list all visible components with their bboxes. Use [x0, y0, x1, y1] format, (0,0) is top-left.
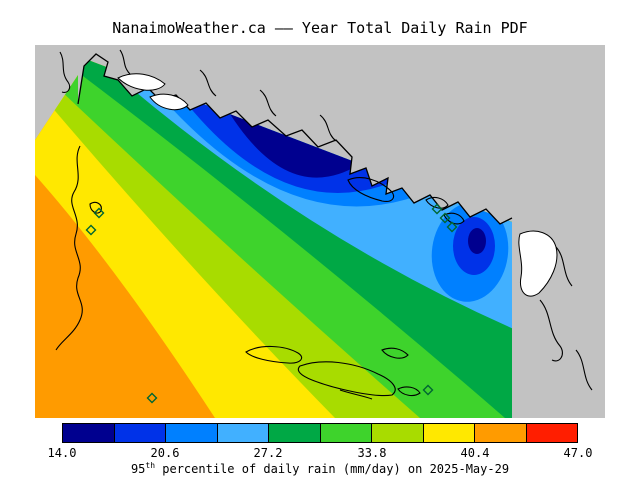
- inlet-line: [555, 246, 573, 287]
- inlet-line: [319, 114, 337, 142]
- colorbar-cell: [320, 424, 372, 442]
- island-outline: [297, 361, 396, 397]
- island-coastline: [55, 145, 83, 351]
- colorbar-cell: [269, 424, 321, 442]
- colorbar-tick-label: 14.0: [47, 446, 77, 460]
- caption-number: 95: [130, 462, 146, 476]
- station-markers: [85, 203, 458, 404]
- caption-superscript: th: [145, 461, 156, 470]
- lake-shape: [149, 93, 189, 111]
- colorbar: [62, 423, 578, 443]
- inlet-line: [259, 89, 277, 117]
- station-diamond-icon: [422, 384, 434, 396]
- island-outline: [443, 212, 465, 225]
- inlet-line: [199, 69, 217, 97]
- lake-shape: [117, 73, 166, 91]
- colorbar-tick-label: 40.4: [460, 446, 490, 460]
- island-outline: [381, 347, 409, 359]
- colorbar-cell: [217, 424, 269, 442]
- station-diamond-icon: [93, 207, 105, 219]
- station-diamond-icon: [146, 392, 158, 404]
- mainland-coastline: [77, 53, 513, 225]
- caption: 95th percentile of daily rain (mm/day) o…: [0, 461, 640, 476]
- land-shapes: [117, 73, 558, 297]
- island-outline: [339, 389, 373, 400]
- station-diamond-icon: [431, 203, 443, 215]
- island-outline: [347, 177, 395, 202]
- colorbar-tick-label: 47.0: [563, 446, 593, 460]
- inlet-line: [575, 349, 593, 391]
- inlet-line: [59, 51, 71, 93]
- station-diamond-icon: [85, 224, 97, 236]
- island-outline: [245, 345, 303, 364]
- inlet-line: [119, 49, 131, 75]
- colorbar-tick-label: 33.8: [357, 446, 387, 460]
- island-outline: [397, 386, 421, 397]
- land-shape-east: [518, 230, 558, 297]
- station-diamond-icon: [439, 212, 451, 224]
- inlet-line: [539, 299, 563, 362]
- caption-text: percentile of daily rain (mm/day) on 202…: [155, 462, 510, 476]
- colorbar-cell: [475, 424, 527, 442]
- island-outline: [425, 196, 449, 209]
- colorbar-cell: [372, 424, 424, 442]
- page-title: NanaimoWeather.ca —— Year Total Daily Ra…: [112, 19, 528, 37]
- coastlines: [55, 49, 593, 400]
- mainland-landmass: [78, 45, 512, 224]
- station-diamond-icon: [446, 221, 458, 233]
- colorbar-tick-label: 27.2: [253, 446, 283, 460]
- colorbar-cell: [166, 424, 218, 442]
- contour-pocket-navy: [468, 228, 486, 254]
- colorbar-tick-label: 20.6: [150, 446, 180, 460]
- colorbar-cell: [526, 424, 577, 442]
- colorbar-cell: [114, 424, 166, 442]
- colorbar-cell: [63, 424, 115, 442]
- colorbar-cell: [423, 424, 475, 442]
